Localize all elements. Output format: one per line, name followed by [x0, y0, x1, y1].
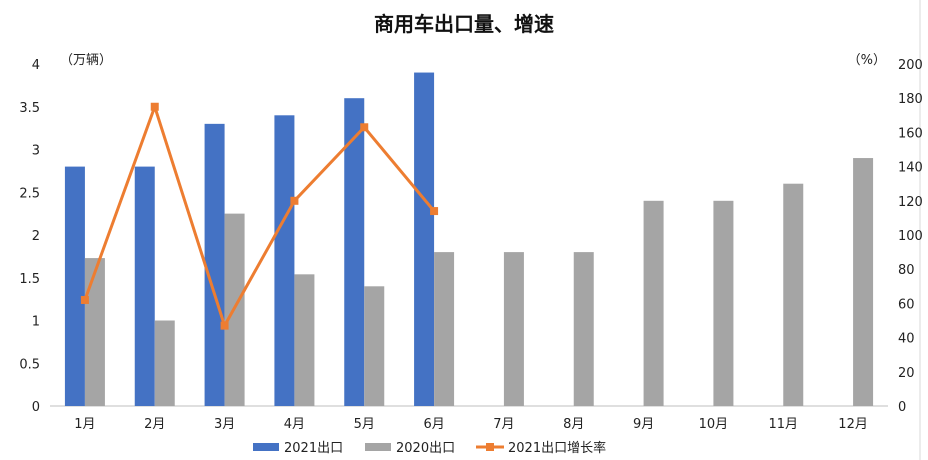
x-axis-tick-label: 1月 [74, 417, 95, 432]
right-axis-tick-label: 180 [898, 92, 923, 107]
legend-swatch-2021 [253, 443, 279, 451]
left-axis-tick-label: 4 [32, 58, 40, 73]
left-axis-tick-label: 0 [32, 400, 40, 415]
growth-rate-line [83, 105, 436, 328]
bar-2020-10月 [713, 200, 734, 406]
right-axis-tick-label: 120 [898, 195, 923, 210]
bar-2021-6月 [414, 72, 435, 407]
growth-rate-marker [220, 321, 229, 330]
bar-2020-5月 [364, 286, 385, 406]
x-axis-tick-label: 11月 [768, 417, 798, 432]
x-axis-tick-label: 5月 [354, 417, 375, 432]
chart-title: 商用车出口量、增速 [374, 12, 554, 36]
bar-2020-11月 [783, 183, 804, 406]
x-axis-tick-label: 3月 [214, 417, 235, 432]
bar-2020-2月 [154, 320, 175, 406]
bar-2021-4月 [274, 115, 295, 407]
bar-2020-9月 [643, 200, 664, 406]
bar-2021-2月 [134, 166, 155, 406]
left-axis-tick-label: 2 [32, 229, 40, 244]
legend-label-growth: 2021出口增长率 [508, 440, 606, 456]
x-axis-tick-label: 8月 [563, 417, 584, 432]
legend-label-2020: 2020出口 [396, 441, 455, 456]
legend-swatch-growth-marker [486, 443, 494, 451]
bar-2021-5月 [344, 98, 365, 406]
left-axis-unit: （万辆） [60, 53, 112, 68]
right-axis-tick-label: 80 [898, 263, 915, 278]
right-axis-tick-label: 60 [898, 297, 915, 312]
growth-rate-marker [80, 295, 89, 304]
right-axis-tick-label: 200 [898, 58, 923, 73]
left-axis-tick-label: 1 [32, 315, 40, 330]
bar-2020-7月 [503, 252, 524, 406]
bar-2020-12月 [853, 158, 874, 406]
x-axis-tick-label: 12月 [838, 417, 868, 432]
x-axis-tick-label: 7月 [493, 417, 514, 432]
bar-2020-1月 [84, 258, 105, 406]
x-axis-tick-label: 4月 [284, 417, 305, 432]
x-axis-tick-label: 9月 [633, 417, 654, 432]
legend-label-2021: 2021出口 [284, 441, 343, 456]
right-axis-tick-label: 40 [898, 332, 915, 347]
bar-2021-1月 [64, 166, 85, 406]
growth-rate-marker [430, 207, 439, 216]
right-axis-unit: （%） [848, 53, 886, 68]
x-axis-tick-label: 6月 [423, 417, 444, 432]
left-axis-tick-label: 2.5 [19, 186, 40, 201]
x-axis-tick-label: 2月 [144, 417, 165, 432]
left-axis-tick-label: 0.5 [19, 357, 40, 372]
right-axis-tick-label: 20 [898, 366, 915, 381]
bar-2020-4月 [294, 274, 315, 406]
growth-rate-marker [290, 196, 299, 205]
bar-2020-6月 [434, 252, 455, 406]
growth-rate-marker [360, 123, 369, 132]
bar-2021-3月 [204, 123, 225, 406]
legend-swatch-2020 [365, 443, 391, 451]
bar-2020-8月 [573, 252, 594, 406]
right-axis-tick-label: 100 [898, 229, 923, 244]
left-axis-tick-label: 3.5 [19, 101, 40, 116]
x-axis-tick-label: 10月 [699, 417, 729, 432]
right-axis-tick-label: 0 [898, 400, 906, 415]
left-axis-tick-label: 3 [32, 144, 40, 159]
left-axis-tick-label: 1.5 [19, 272, 40, 287]
right-axis-tick-label: 160 [898, 126, 923, 141]
right-axis-tick-label: 140 [898, 161, 923, 176]
growth-rate-marker [150, 102, 159, 111]
